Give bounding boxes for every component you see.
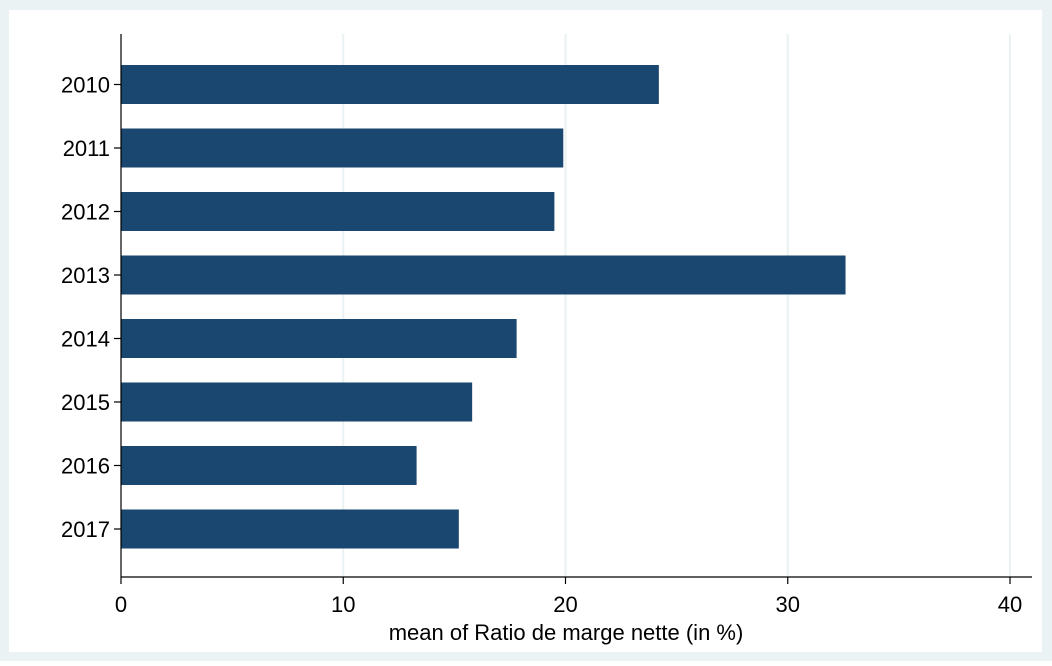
bar-2017 (121, 509, 459, 549)
bar-2015 (121, 382, 473, 422)
x-tick-labels: 0 10 20 30 40 (115, 592, 1022, 617)
y-tick-label: 2013 (61, 263, 110, 288)
axes (114, 34, 1032, 584)
y-tick-label: 2010 (61, 73, 110, 98)
bar-2016 (121, 446, 417, 485)
y-tick-label: 2015 (61, 390, 110, 415)
bar-2010 (121, 65, 659, 104)
x-tick-label: 30 (776, 592, 800, 617)
x-tick-label: 10 (331, 592, 355, 617)
y-tick-label: 2011 (63, 136, 110, 161)
bars (121, 65, 846, 549)
y-tick-label: 2017 (61, 517, 110, 542)
x-axis-title: mean of Ratio de marge nette (in %) (389, 620, 744, 645)
gridlines (342, 34, 1011, 577)
bar-2011 (121, 128, 564, 168)
bar-2014 (121, 319, 517, 358)
bar-2012 (121, 192, 555, 231)
x-tick-label: 40 (998, 592, 1022, 617)
y-tick-labels: 2010 2011 2012 2013 2014 2015 2016 2017 (61, 73, 110, 543)
y-tick-label: 2012 (61, 200, 110, 225)
x-tick-label: 0 (115, 592, 127, 617)
y-tick-label: 2014 (61, 327, 110, 352)
y-tick-label: 2016 (61, 454, 110, 479)
bar-2013 (121, 255, 846, 295)
x-tick-label: 20 (553, 592, 577, 617)
